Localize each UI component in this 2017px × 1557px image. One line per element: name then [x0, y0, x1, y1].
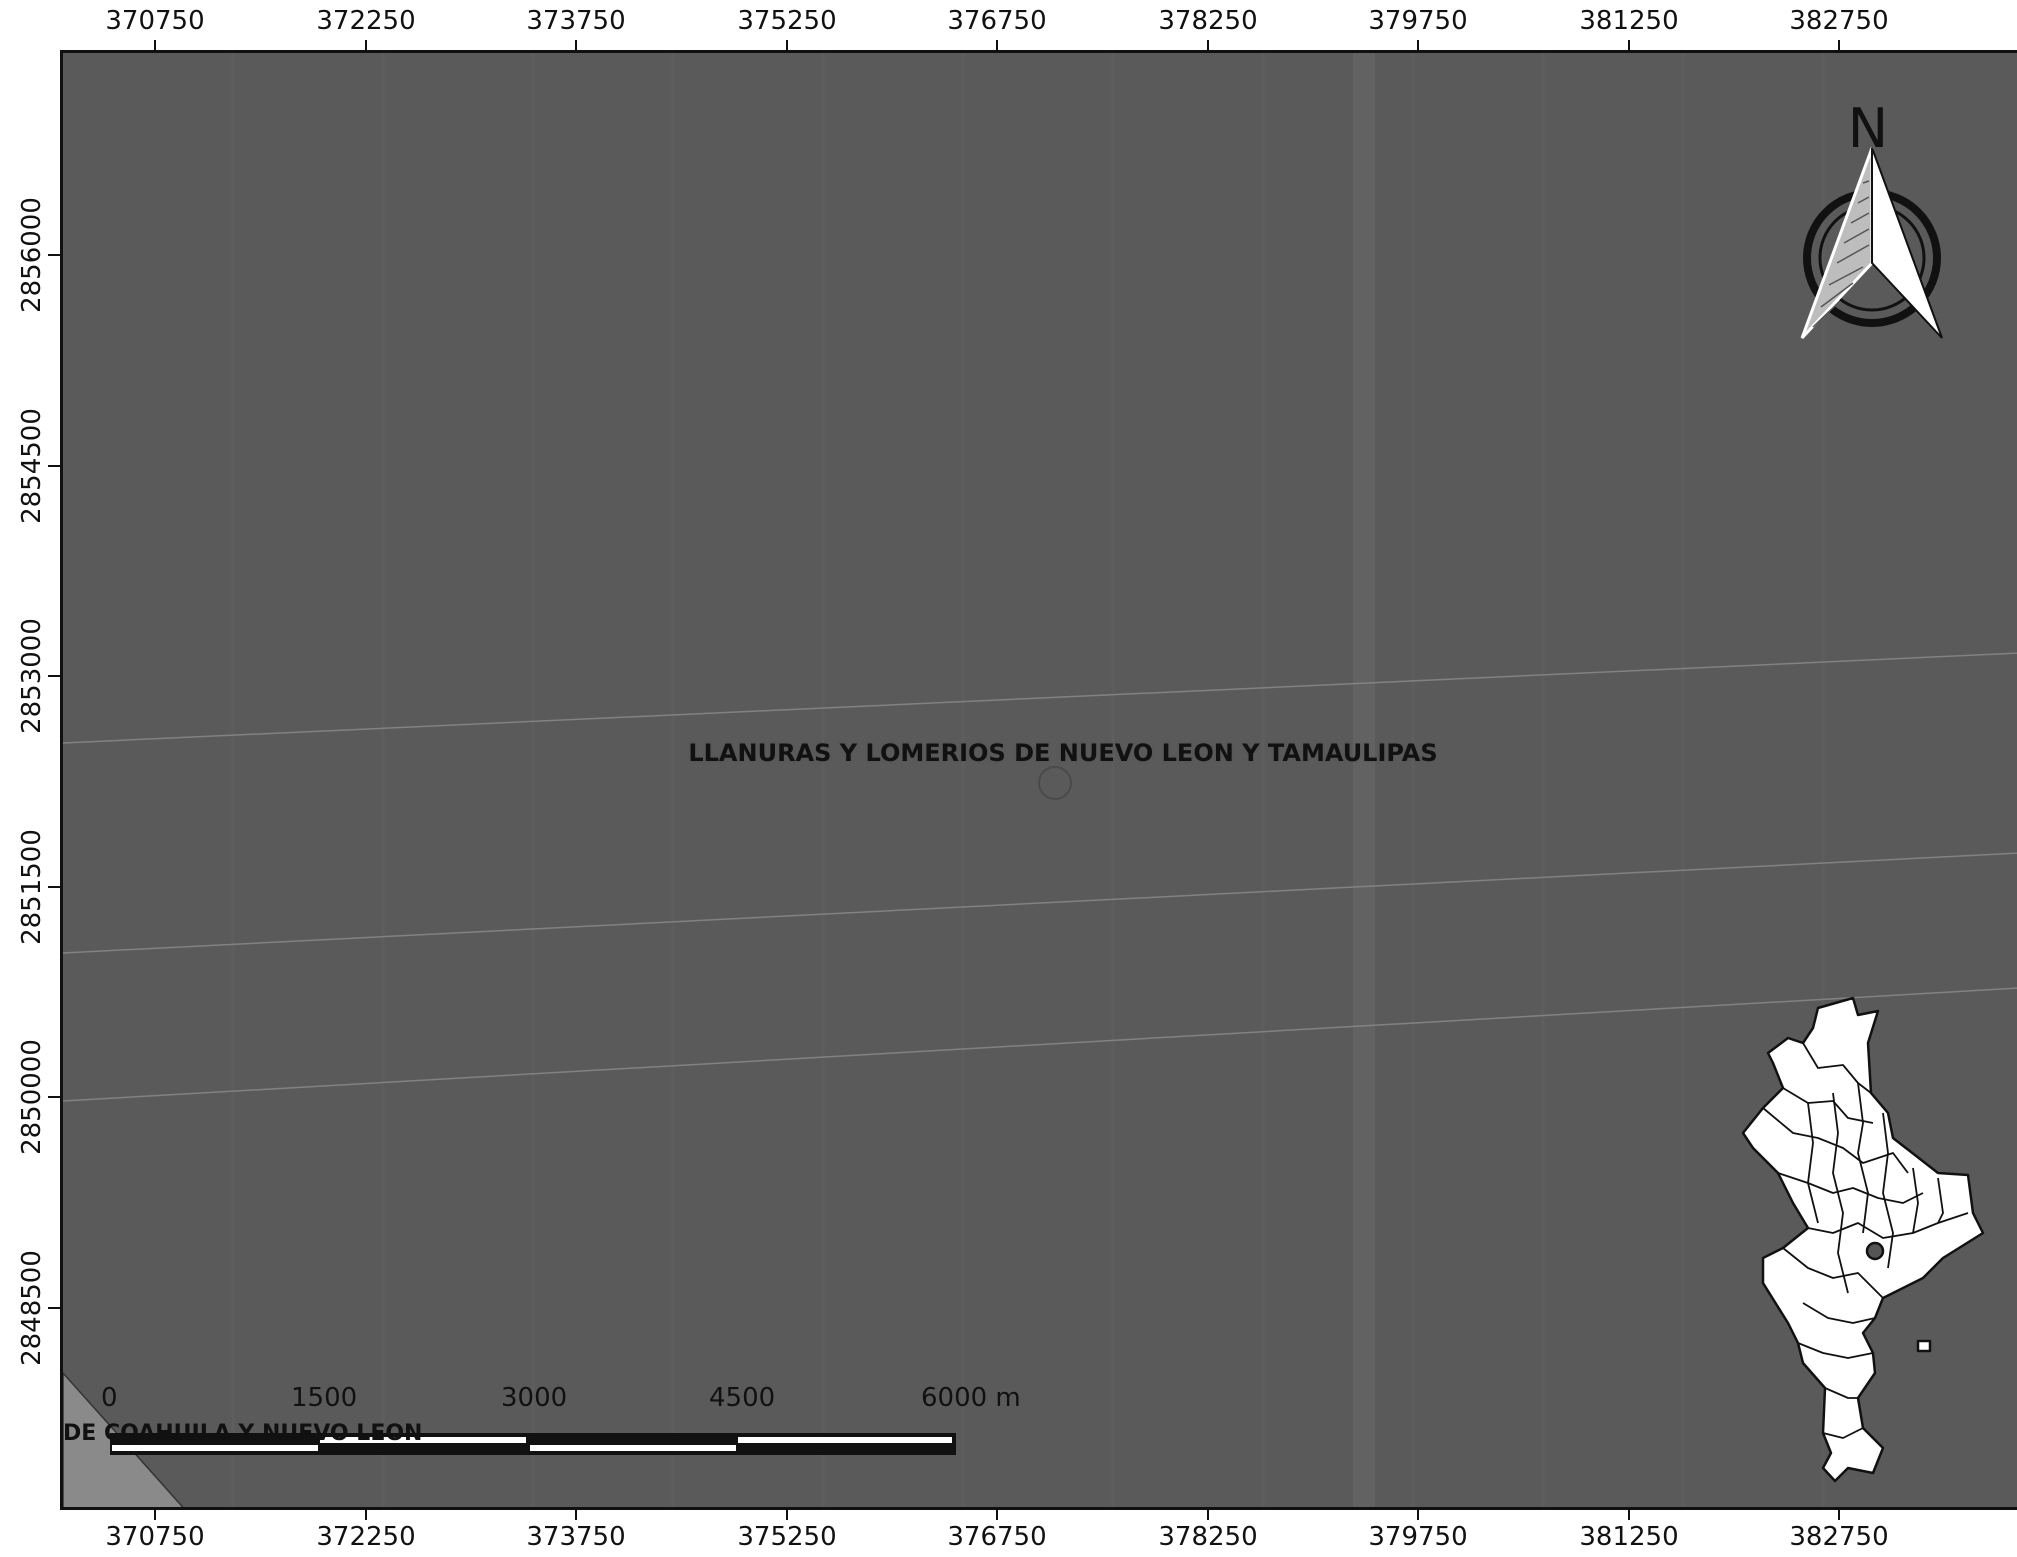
x-tick-top: 376750	[947, 6, 1047, 36]
x-tick-bottom: 375250	[737, 1522, 837, 1552]
map-background	[63, 53, 2017, 1507]
region-label: LLANURAS Y LOMERIOS DE NUEVO LEON Y TAMA…	[688, 739, 1438, 767]
y-tick-left: 2850000	[17, 1039, 47, 1155]
x-tick-top: 381250	[1579, 6, 1679, 36]
y-tick-left: 2851500	[17, 829, 47, 945]
x-tick-top: 379750	[1368, 6, 1468, 36]
y-tick-left: 2853000	[17, 618, 47, 734]
x-tick-bottom: 376750	[947, 1522, 1047, 1552]
north-arrow-icon	[1800, 147, 1943, 340]
x-tick-top: 373750	[526, 6, 626, 36]
x-tick-bottom: 370750	[105, 1522, 205, 1552]
scale-label: 0	[101, 1383, 118, 1413]
x-tick-bottom: 382750	[1789, 1522, 1889, 1552]
corner-region-label: DE COAHUILA Y NUEVO LEON	[63, 1421, 423, 1446]
y-tick-left: 2848500	[17, 1250, 47, 1366]
y-tick-left: 2856000	[17, 197, 47, 313]
x-tick-bottom: 381250	[1579, 1522, 1679, 1552]
scale-bar	[110, 1433, 956, 1455]
y-tick-left: 2854500	[17, 408, 47, 524]
x-tick-top: 382750	[1789, 6, 1889, 36]
scale-label: 3000	[501, 1383, 568, 1413]
scale-label: 1500	[291, 1383, 358, 1413]
north-arrow-letter: N	[1847, 97, 1889, 160]
scale-label: 6000 m	[921, 1383, 1021, 1413]
nuevo-leon-state-outline	[1741, 996, 1985, 1483]
x-tick-bottom: 373750	[526, 1522, 626, 1552]
scale-label: 4500	[709, 1383, 776, 1413]
x-tick-top: 378250	[1158, 6, 1258, 36]
x-tick-bottom: 378250	[1158, 1522, 1258, 1552]
x-tick-bottom: 379750	[1368, 1522, 1468, 1552]
x-tick-top: 370750	[105, 6, 205, 36]
x-tick-bottom: 372250	[316, 1522, 416, 1552]
x-tick-top: 375250	[737, 6, 837, 36]
map-canvas[interactable]: LLANURAS Y LOMERIOS DE NUEVO LEON Y TAMA…	[60, 50, 2017, 1510]
x-tick-top: 372250	[316, 6, 416, 36]
